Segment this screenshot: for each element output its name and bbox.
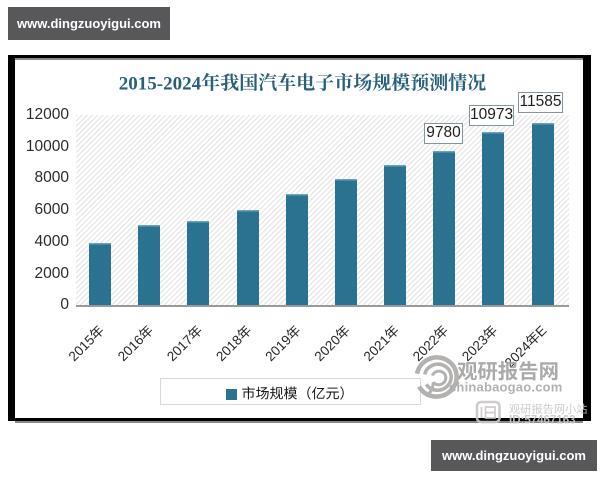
svg-text:2017: 2017 [164,332,196,364]
svg-text:2018: 2018 [213,332,245,364]
svg-text:ID:57467163: ID:57467163 [509,415,576,427]
svg-text:2021: 2021 [361,332,393,364]
svg-text:2019: 2019 [262,332,294,364]
svg-text:E: E [533,323,550,340]
svg-text:2023: 2023 [459,332,491,364]
svg-text:chinabaogao.com: chinabaogao.com [449,380,563,395]
svg-text:2016: 2016 [115,332,147,364]
svg-text:2015: 2015 [66,332,98,364]
svg-text:2020: 2020 [312,332,344,364]
svg-text:2015-2024: 2015-2024 [119,73,202,94]
